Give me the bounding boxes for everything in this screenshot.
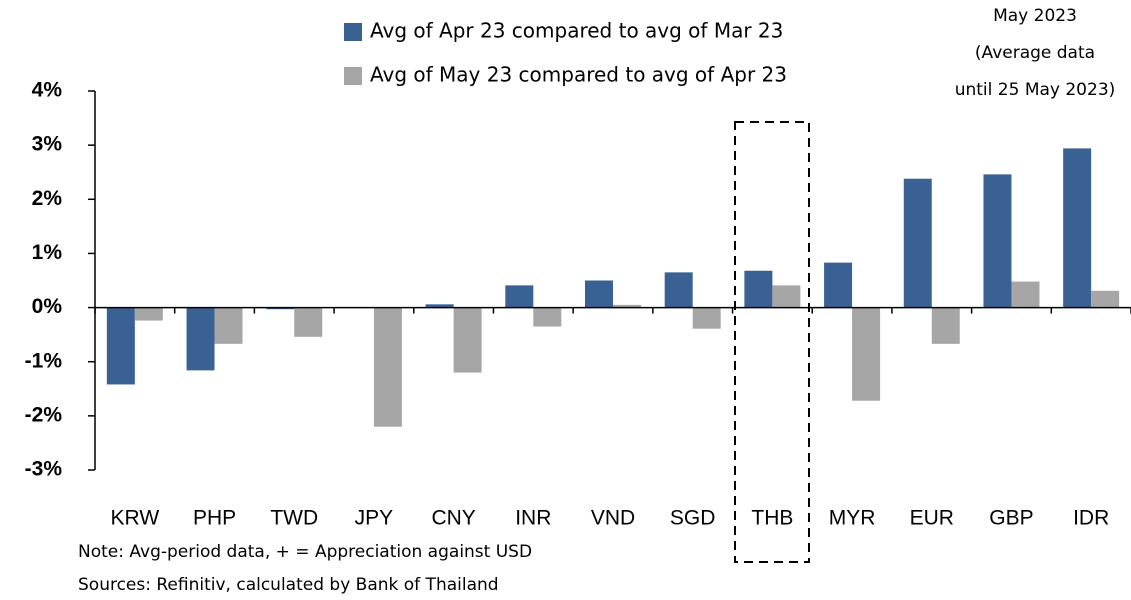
bar xyxy=(744,270,773,308)
bar xyxy=(373,307,402,427)
bar xyxy=(533,307,562,327)
bar xyxy=(692,307,721,329)
y-tick-label: 3% xyxy=(32,133,63,156)
legend-swatch xyxy=(344,23,362,41)
bar xyxy=(505,285,534,308)
x-tick-label: EUR xyxy=(910,507,954,530)
bar xyxy=(585,280,613,308)
y-tick-label: -1% xyxy=(25,349,63,372)
bar xyxy=(931,307,960,344)
x-tick-label: TWD xyxy=(270,507,318,530)
bar xyxy=(214,307,243,344)
bar xyxy=(613,304,641,308)
annotation: May 2023 xyxy=(993,6,1077,26)
bar xyxy=(453,307,482,373)
annotation: until 25 May 2023) xyxy=(955,80,1116,100)
bar xyxy=(983,174,1012,308)
legend-swatch xyxy=(344,67,362,85)
bar xyxy=(186,307,215,371)
x-tick-label: GBP xyxy=(989,507,1033,530)
bar xyxy=(294,307,323,337)
bar xyxy=(1063,148,1092,308)
note: Note: Avg-period data, + = Appreciation … xyxy=(78,542,532,562)
bar xyxy=(106,307,135,385)
y-tick-label: 2% xyxy=(32,187,63,210)
x-tick-label: JPY xyxy=(355,507,394,530)
y-tick-label: -3% xyxy=(25,458,63,481)
bar xyxy=(903,178,932,308)
legend-label: Avg of Apr 23 compared to avg of Mar 23 xyxy=(370,19,783,43)
bar xyxy=(1091,290,1120,308)
x-tick-label: INR xyxy=(515,507,551,530)
x-tick-label: SGD xyxy=(670,507,716,530)
x-tick-label: VND xyxy=(591,507,635,530)
bar xyxy=(824,262,853,308)
bar xyxy=(134,307,163,321)
x-tick-label: CNY xyxy=(431,507,475,530)
bar xyxy=(266,307,295,310)
bar xyxy=(1011,281,1040,308)
bar xyxy=(772,285,801,308)
y-tick-label: 4% xyxy=(32,79,63,102)
x-tick-label: IDR xyxy=(1073,507,1109,530)
x-tick-label: KRW xyxy=(111,507,160,530)
x-tick-label: MYR xyxy=(829,507,876,530)
annotation: (Average data xyxy=(975,43,1095,63)
bar xyxy=(425,304,454,308)
y-tick-label: 0% xyxy=(32,295,63,318)
bar xyxy=(852,307,881,401)
highlight-box xyxy=(734,121,810,563)
x-tick-label: PHP xyxy=(193,507,236,530)
note: Sources: Refinitiv, calculated by Bank o… xyxy=(78,575,499,595)
legend-label: Avg of May 23 compared to avg of Apr 23 xyxy=(370,63,787,87)
y-tick-label: -2% xyxy=(25,403,63,426)
y-tick-label: 1% xyxy=(32,241,63,264)
bar xyxy=(664,272,693,308)
x-tick-label: THB xyxy=(751,507,793,530)
